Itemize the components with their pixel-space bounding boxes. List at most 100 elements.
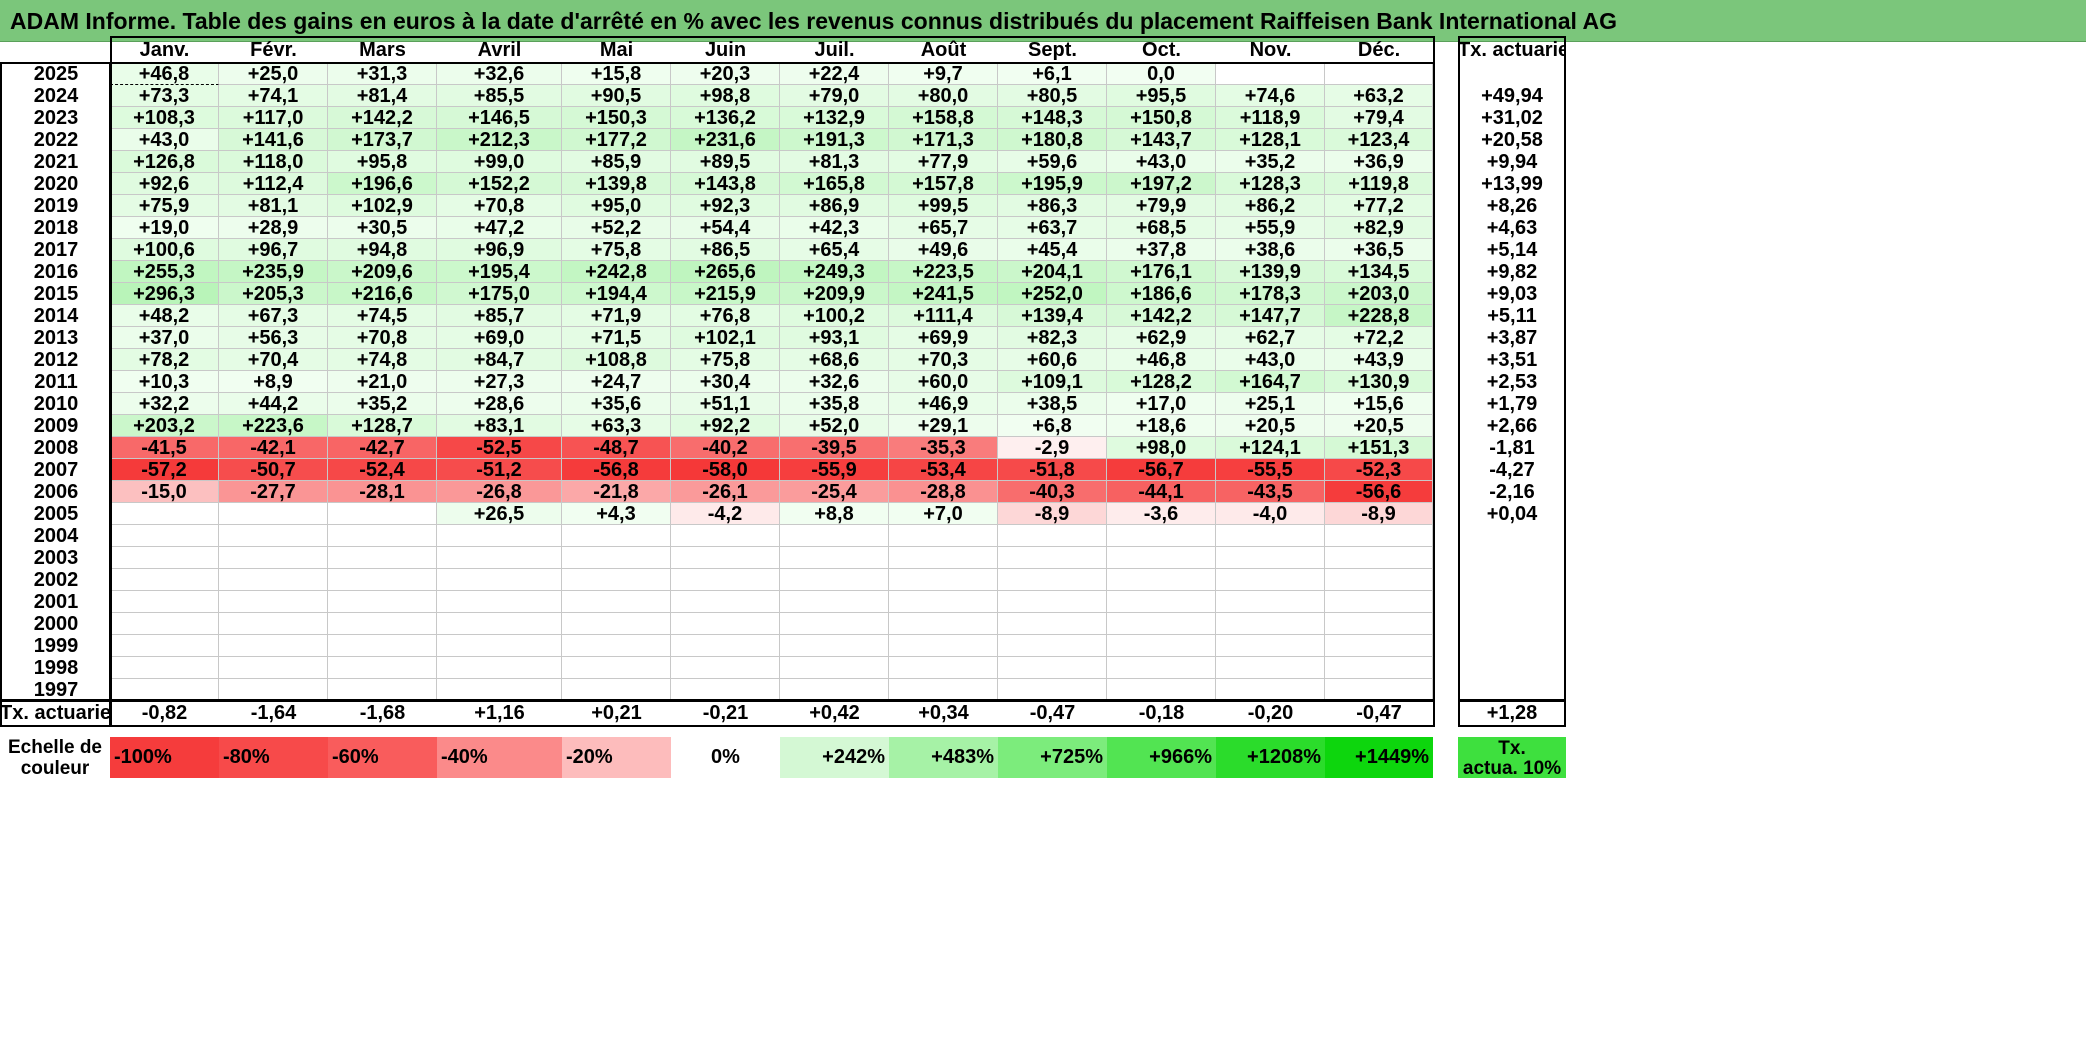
table-cell: +68,6	[780, 349, 889, 371]
rate-cell: +3,87	[1486, 327, 1538, 349]
table-cell: +176,1	[1107, 261, 1216, 283]
table-cell: +212,3	[437, 129, 562, 151]
table-cell	[110, 679, 219, 701]
table-cell: +95,0	[562, 195, 671, 217]
table-cell: +117,0	[219, 107, 328, 129]
table-cell: +150,3	[562, 107, 671, 129]
rate-cell	[1458, 635, 1566, 657]
table-cell	[219, 503, 328, 525]
rate-cell	[1458, 657, 1566, 679]
table-cell: +139,4	[998, 305, 1107, 327]
table-cell: +74,1	[219, 85, 328, 107]
table-cell: +241,5	[889, 283, 998, 305]
table-cell	[562, 657, 671, 679]
table-cell	[219, 635, 328, 657]
table-cell: +99,5	[889, 195, 998, 217]
table-cell: -42,7	[328, 437, 437, 459]
table-cell: +80,0	[889, 85, 998, 107]
table-cell: +85,7	[437, 305, 562, 327]
table-cell: +70,3	[889, 349, 998, 371]
table-cell: -55,5	[1216, 459, 1325, 481]
table-cell: +37,0	[110, 327, 219, 349]
table-cell: +84,7	[437, 349, 562, 371]
year-label: 2020	[33, 173, 79, 195]
year-label: 2022	[33, 129, 79, 151]
table-cell: +68,5	[1107, 217, 1216, 239]
footer-rate-cell: -0,47	[1029, 702, 1076, 724]
rate-cell: +9,03	[1486, 283, 1538, 305]
table-cell: +191,3	[780, 129, 889, 151]
table-cell: -40,2	[671, 437, 780, 459]
year-label: 2008	[33, 437, 79, 459]
table-cell: +252,0	[998, 283, 1107, 305]
table-cell: +146,5	[437, 107, 562, 129]
footer-rate-cell: -0,47	[1356, 702, 1402, 724]
table-cell	[780, 679, 889, 701]
table-cell: +157,8	[889, 173, 998, 195]
table-cell: +72,2	[1325, 327, 1433, 349]
year-label: 2013	[33, 327, 79, 349]
table-cell: -51,8	[998, 459, 1107, 481]
table-cell: +74,5	[328, 305, 437, 327]
table-cell: +124,1	[1216, 437, 1325, 459]
table-cell: +26,5	[437, 503, 562, 525]
year-label: 2002	[33, 569, 79, 591]
table-cell: -58,0	[671, 459, 780, 481]
table-cell: +89,5	[671, 151, 780, 173]
table-cell: +204,1	[998, 261, 1107, 283]
table-cell: +96,7	[219, 239, 328, 261]
table-cell	[671, 591, 780, 613]
table-cell: +109,1	[998, 371, 1107, 393]
table-cell: +25,1	[1216, 393, 1325, 415]
table-cell: +35,8	[780, 393, 889, 415]
table-cell: +92,3	[671, 195, 780, 217]
table-cell: +118,0	[219, 151, 328, 173]
table-cell: -50,7	[219, 459, 328, 481]
table-cell: +86,3	[998, 195, 1107, 217]
table-cell	[780, 657, 889, 679]
table-cell	[998, 679, 1107, 701]
table-cell: +62,9	[1107, 327, 1216, 349]
table-cell: -56,7	[1107, 459, 1216, 481]
table-cell	[437, 569, 562, 591]
table-cell: +20,5	[1325, 415, 1433, 437]
table-cell: +69,0	[437, 327, 562, 349]
table-cell: +74,8	[328, 349, 437, 371]
table-cell: +81,1	[219, 195, 328, 217]
table-cell	[1107, 679, 1216, 701]
table-cell	[889, 569, 998, 591]
footer-total-rate: +1,28	[1486, 702, 1538, 724]
rate-cell: +0,04	[1486, 503, 1538, 525]
month-header: Août	[920, 39, 967, 61]
table-cell	[219, 569, 328, 591]
table-cell	[1107, 569, 1216, 591]
table-cell: +178,3	[1216, 283, 1325, 305]
table-cell	[219, 525, 328, 547]
table-cell: +96,9	[437, 239, 562, 261]
table-cell	[110, 525, 219, 547]
color-scale-swatch: +966%	[1107, 737, 1216, 778]
table-cell: +231,6	[671, 129, 780, 151]
table-cell: -39,5	[780, 437, 889, 459]
table-cell: +9,7	[889, 63, 998, 85]
table-cell: +75,9	[110, 195, 219, 217]
table-cell: +32,6	[780, 371, 889, 393]
table-cell: -28,8	[889, 481, 998, 503]
footer-rate-cell: -0,21	[702, 702, 749, 724]
table-cell: +128,3	[1216, 173, 1325, 195]
table-cell: +130,9	[1325, 371, 1433, 393]
table-cell	[1325, 613, 1433, 635]
table-cell	[1325, 591, 1433, 613]
table-cell: +19,0	[110, 217, 219, 239]
footer-rate-cell: -1,68	[359, 702, 406, 724]
rate-cell	[1458, 679, 1566, 701]
month-header: Juil.	[814, 39, 855, 61]
month-header: Mai	[599, 39, 634, 61]
year-label: 2010	[33, 393, 79, 415]
table-cell	[1325, 547, 1433, 569]
table-cell	[1325, 525, 1433, 547]
table-cell: +177,2	[562, 129, 671, 151]
table-cell: +180,8	[998, 129, 1107, 151]
table-cell	[219, 679, 328, 701]
table-cell: +98,8	[671, 85, 780, 107]
